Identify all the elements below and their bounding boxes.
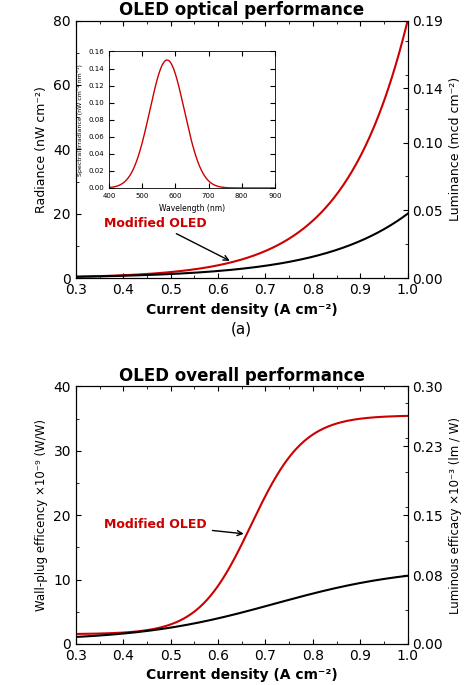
Text: Modified OLED: Modified OLED	[104, 216, 228, 260]
Text: Modified OLED: Modified OLED	[104, 518, 242, 536]
Y-axis label: Wall-plug efficency ×10⁻⁹ (W/W): Wall-plug efficency ×10⁻⁹ (W/W)	[35, 419, 48, 611]
X-axis label: Current density (A cm⁻²): Current density (A cm⁻²)	[146, 669, 337, 682]
Title: OLED optical performance: OLED optical performance	[119, 1, 365, 19]
X-axis label: Current density (A cm⁻²): Current density (A cm⁻²)	[146, 303, 337, 316]
Y-axis label: Luminance (mcd cm⁻²): Luminance (mcd cm⁻²)	[449, 77, 462, 221]
Y-axis label: Luminous efficacy ×10⁻³ (lm / W): Luminous efficacy ×10⁻³ (lm / W)	[449, 416, 462, 614]
Text: (a): (a)	[231, 322, 252, 337]
Y-axis label: Radiance (nW cm⁻²): Radiance (nW cm⁻²)	[35, 86, 48, 213]
Title: OLED overall performance: OLED overall performance	[119, 366, 365, 385]
